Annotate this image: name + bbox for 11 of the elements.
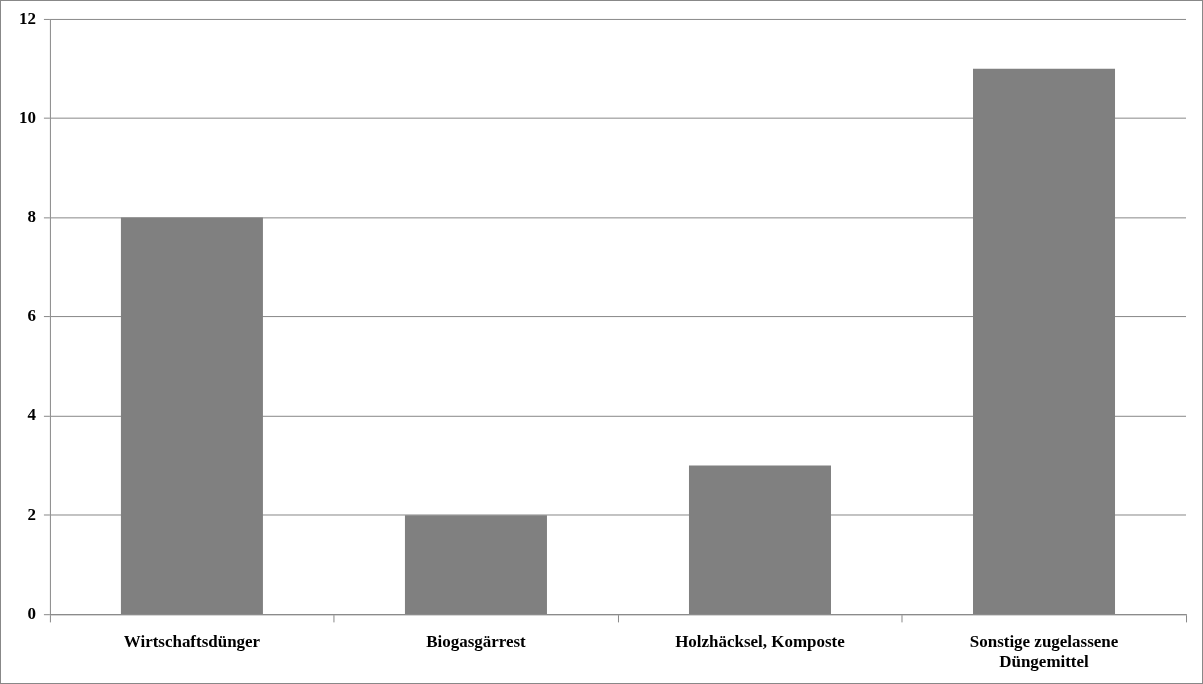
y-tick-label: 2 [27,504,36,524]
x-tick-label: Sonstige zugelassene Düngemittel [969,631,1119,672]
y-tick-label: 4 [27,405,37,425]
x-tick-label: Holzhäcksel, Komposte [675,631,846,651]
y-tick-label: 12 [18,8,36,28]
y-tick-label: 0 [27,603,36,623]
y-tick-label: 6 [27,306,36,326]
x-tick-label: Biogasgärrest [426,631,527,651]
x-tick-label: Wirtschaftsdünger [123,631,261,651]
y-tick-label: 8 [27,206,36,226]
y-tick-label: 10 [18,107,36,127]
